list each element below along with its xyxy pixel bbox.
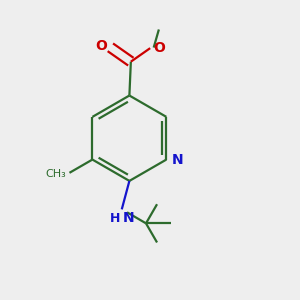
- Text: CH₃: CH₃: [46, 169, 67, 179]
- Text: O: O: [95, 39, 107, 53]
- Text: N: N: [123, 211, 135, 225]
- Text: H: H: [110, 212, 120, 225]
- Text: N: N: [172, 153, 183, 166]
- Text: O: O: [154, 40, 166, 55]
